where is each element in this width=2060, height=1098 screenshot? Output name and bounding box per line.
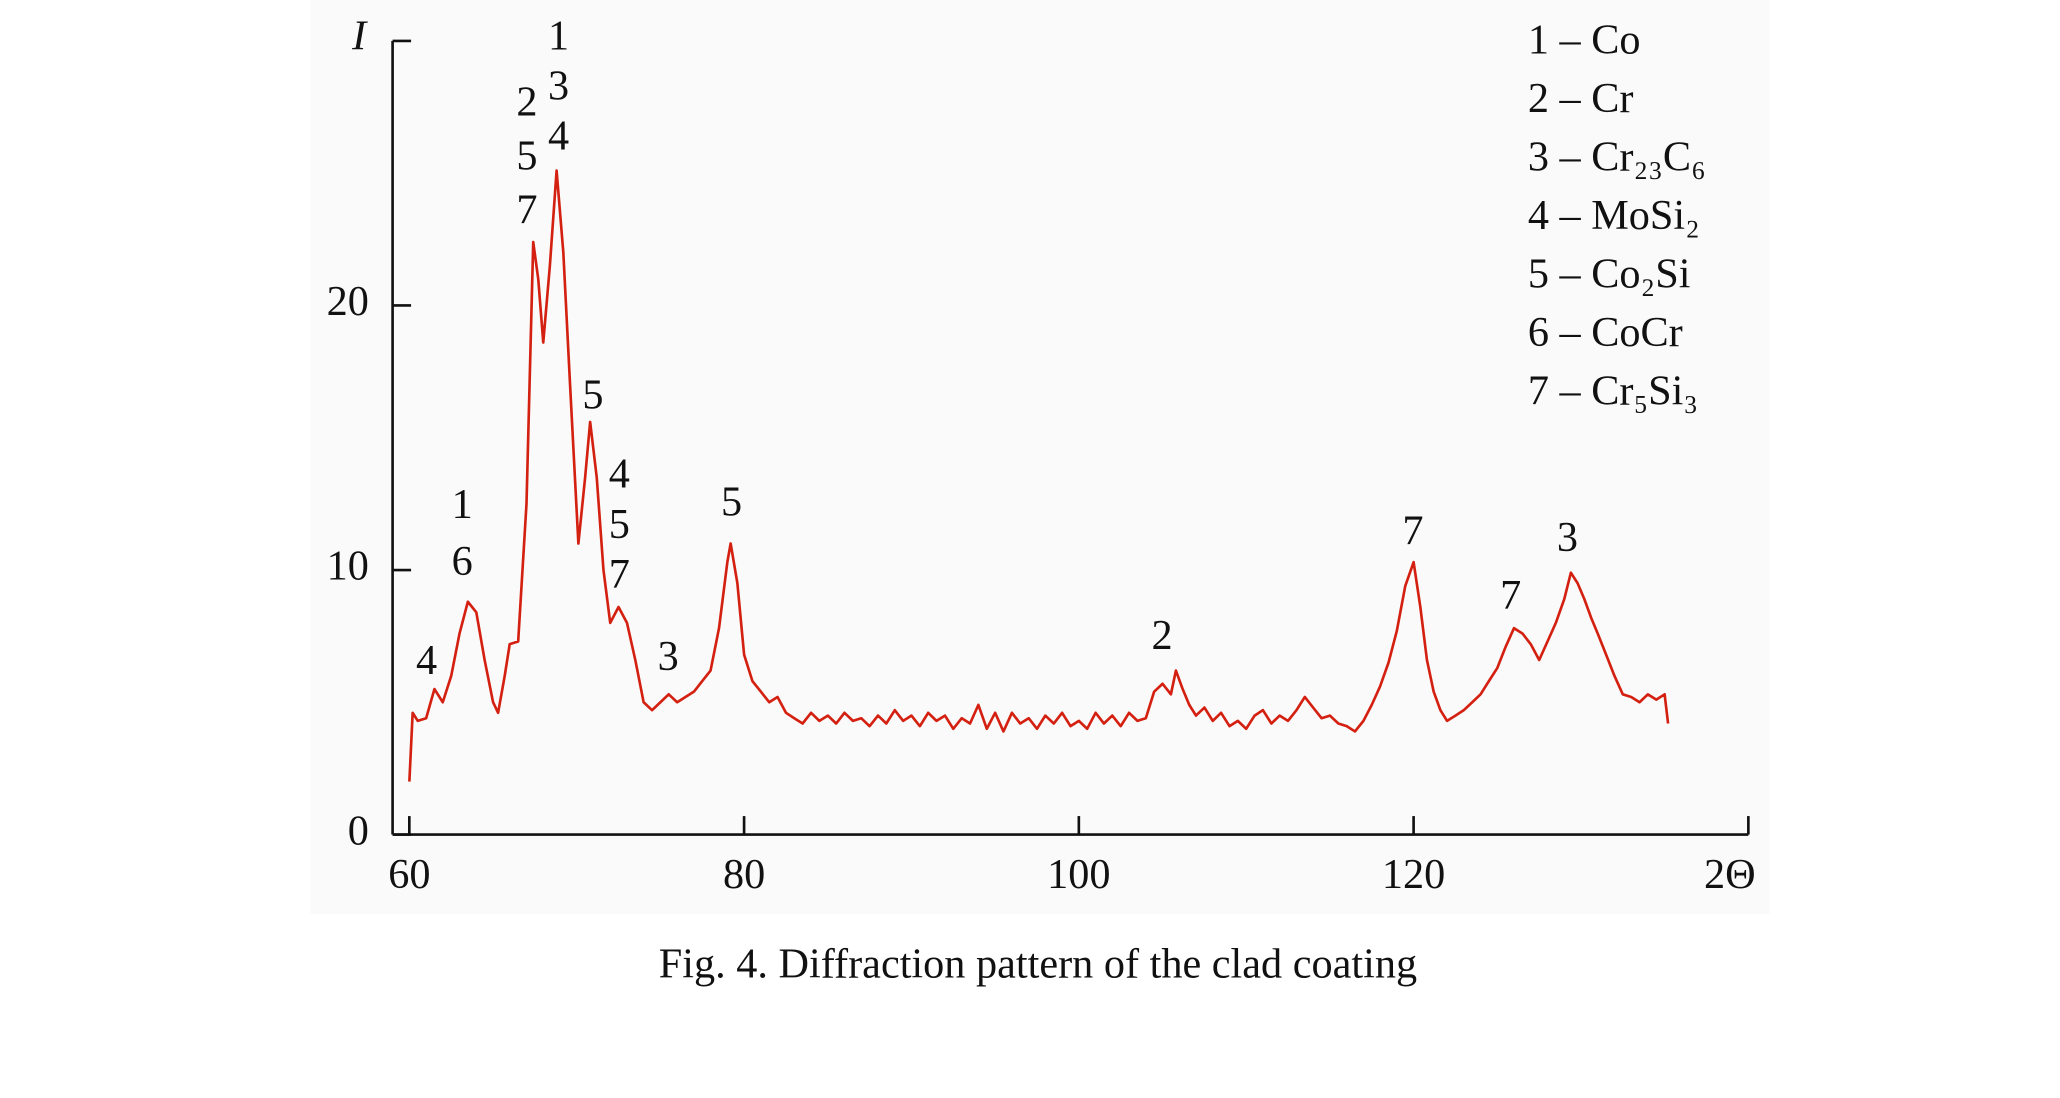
x-tick-label: 80 <box>723 851 765 898</box>
legend-entry: 7 – Cr₅Si₃ <box>1528 367 1698 414</box>
peak-label: 3 <box>1557 514 1578 561</box>
peak-label: 1 <box>452 481 473 528</box>
x-tick-label: 60 <box>388 851 430 898</box>
peak-label: 5 <box>516 132 537 179</box>
legend-entry: 4 – MoSi₂ <box>1528 192 1700 239</box>
peak-label: 4 <box>416 637 437 684</box>
peak-label: 5 <box>609 501 630 548</box>
peak-label: 2 <box>1151 612 1172 659</box>
y-tick-label: 0 <box>348 807 369 854</box>
peak-label: 4 <box>548 113 569 160</box>
legend-entry: 1 – Co <box>1528 16 1641 63</box>
peak-label: 1 <box>548 12 569 59</box>
peak-label: 7 <box>1402 508 1423 555</box>
peak-label: 7 <box>609 551 630 598</box>
x-tick-label: 100 <box>1047 851 1110 898</box>
y-axis-label: I <box>351 12 368 59</box>
legend-entry: 2 – Cr <box>1528 75 1634 122</box>
diffraction-line <box>408 169 1670 782</box>
peak-label: 4 <box>609 451 630 498</box>
legend-entry: 6 – CoCr <box>1528 309 1683 356</box>
legend-entry: 5 – Co₂Si <box>1528 250 1691 297</box>
x-axis-label: 2Θ <box>1704 851 1756 898</box>
legend-entry: 3 – Cr₂₃C₆ <box>1528 133 1706 180</box>
peak-label: 7 <box>516 187 537 234</box>
peak-label: 3 <box>548 62 569 109</box>
x-tick-label: 120 <box>1382 851 1445 898</box>
peak-label: 2 <box>516 78 537 125</box>
peak-label: 6 <box>452 538 473 585</box>
y-tick-label: 10 <box>327 543 369 590</box>
peak-label: 3 <box>658 633 679 680</box>
plot-background <box>310 0 1770 914</box>
peak-label: 7 <box>1500 572 1521 619</box>
y-tick-label: 20 <box>327 278 369 325</box>
peak-label: 5 <box>582 371 603 418</box>
caption: Fig. 4. Diffraction pattern of the clad … <box>659 941 1417 988</box>
peak-label: 5 <box>721 478 742 525</box>
